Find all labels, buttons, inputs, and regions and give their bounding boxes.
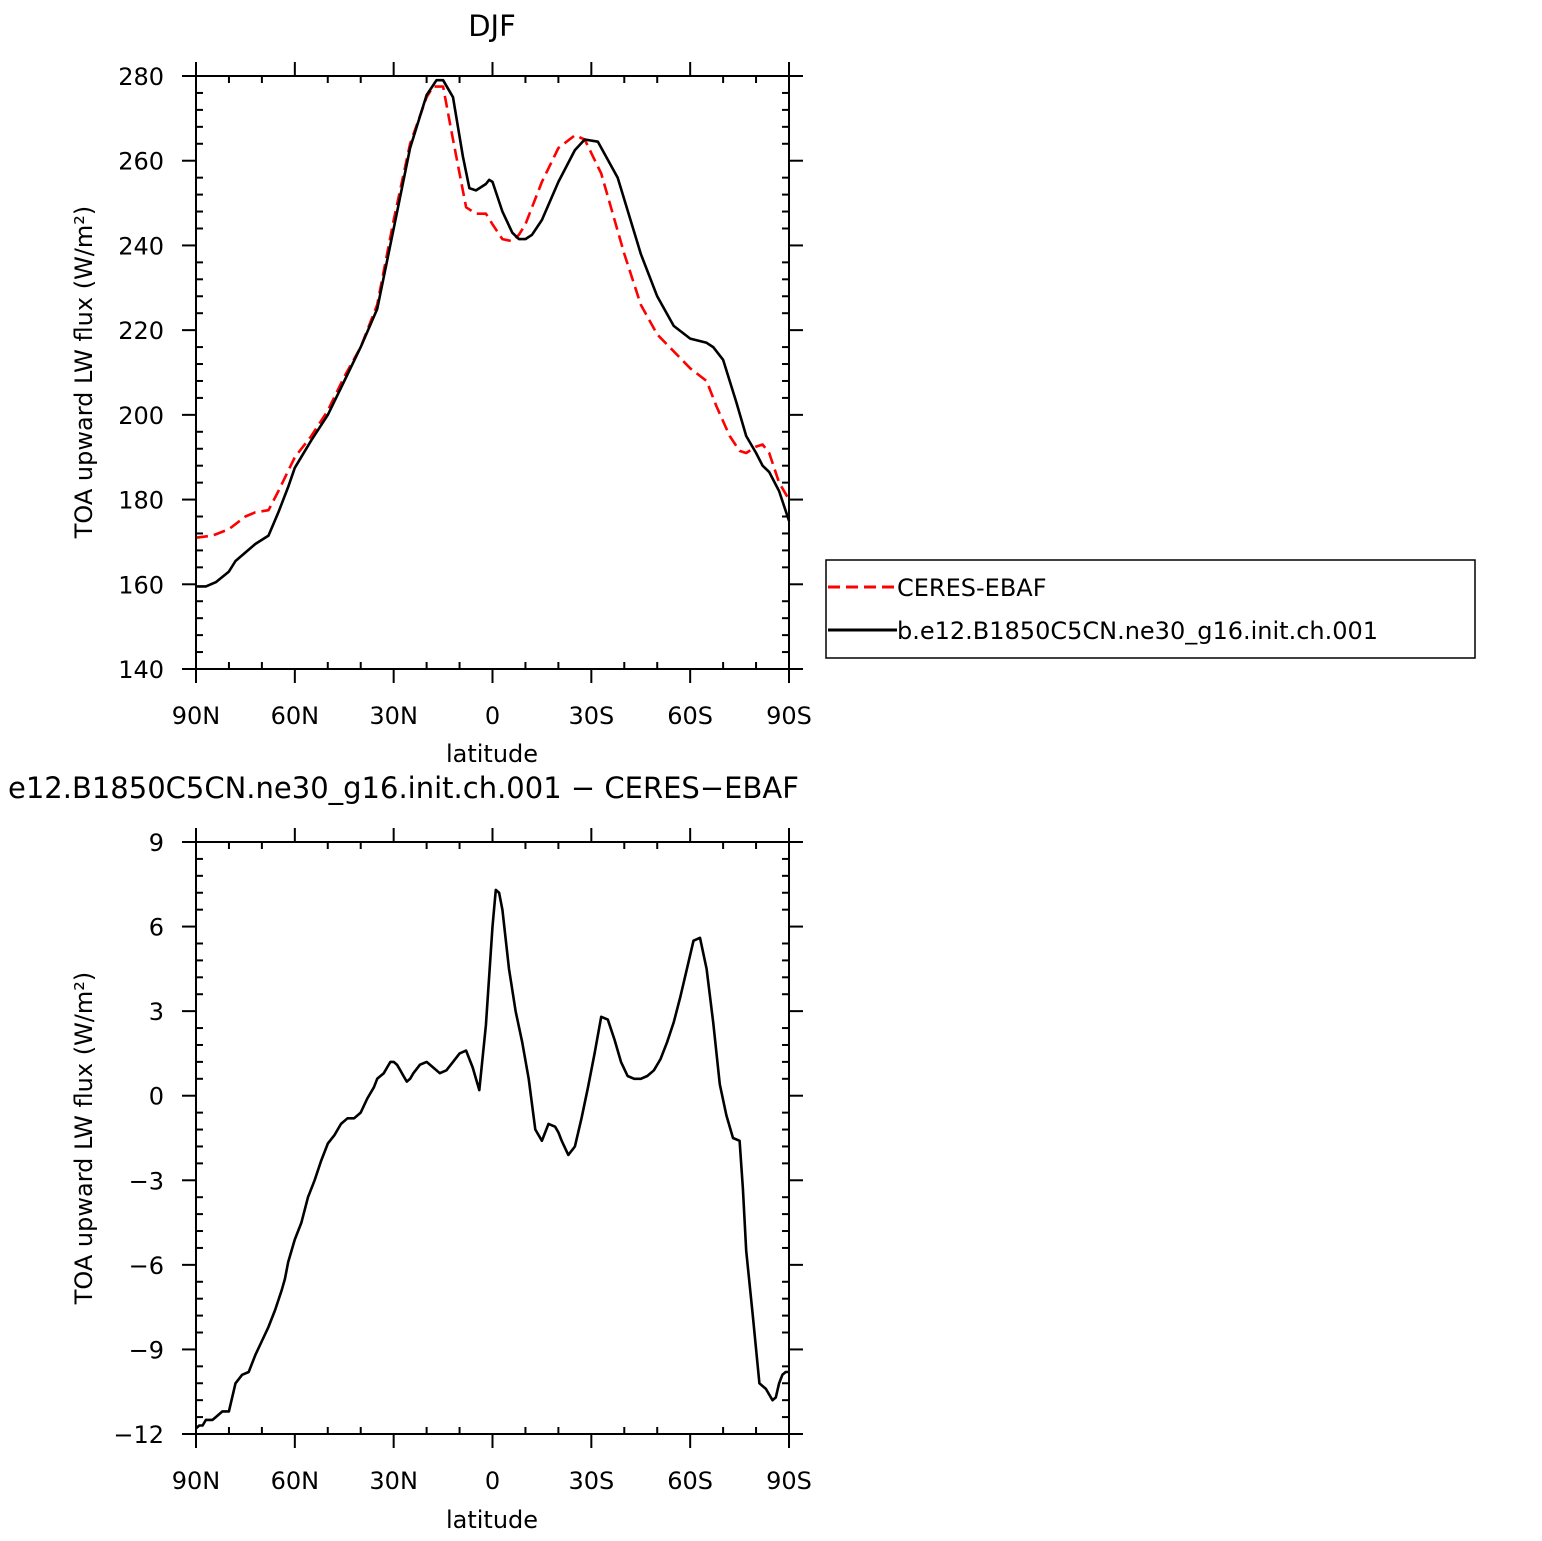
legend-label-model: b.e12.B1850C5CN.ne30_g16.init.ch.001 bbox=[897, 617, 1378, 645]
bottom-y-tick-label: 0 bbox=[149, 1083, 164, 1111]
top-y-tick-label: 200 bbox=[118, 402, 164, 430]
top-y-tick-label: 240 bbox=[118, 232, 164, 260]
bottom-x-tick-label: 30N bbox=[369, 1467, 418, 1495]
bottom-x-axis-label: latitude bbox=[446, 1506, 538, 1534]
bottom-x-tick-label: 60S bbox=[667, 1467, 713, 1495]
top-y-tick-label: 160 bbox=[118, 571, 164, 599]
legend-box bbox=[825, 559, 1476, 659]
bottom-x-tick-label: 90S bbox=[766, 1467, 812, 1495]
legend: CERES-EBAF b.e12.B1850C5CN.ne30_g16.init… bbox=[825, 559, 1476, 659]
top-axes: 140 160 180 200 220 240 260 280 90N 60N 30N 0 30S 60S… bbox=[118, 62, 812, 730]
legend-label-ceres: CERES-EBAF bbox=[897, 574, 1047, 602]
bottom-y-tick-label: 9 bbox=[149, 829, 164, 857]
bottom-y-tick-label: −12 bbox=[113, 1421, 164, 1449]
top-y-axis-label: TOA upward LW flux (W/m²) bbox=[70, 206, 98, 540]
top-plot-frame bbox=[195, 75, 790, 670]
top-x-tick-label: 30S bbox=[568, 702, 614, 730]
top-y-tick-label: 220 bbox=[118, 317, 164, 345]
top-series-line-0 bbox=[195, 85, 791, 539]
top-y-tick-label: 260 bbox=[118, 148, 164, 176]
bottom-y-tick-label: −9 bbox=[129, 1336, 164, 1364]
bottom-x-tick-label: 60N bbox=[271, 1467, 320, 1495]
top-series-group bbox=[195, 78, 791, 588]
bottom-y-tick-label: 3 bbox=[149, 998, 164, 1026]
top-chart-title: DJF bbox=[468, 9, 516, 43]
top-x-tick-label: 60S bbox=[667, 702, 713, 730]
bottom-x-tick-label: 30S bbox=[568, 1467, 614, 1495]
bottom-plot-frame bbox=[195, 841, 790, 1435]
bottom-series-line-0 bbox=[195, 888, 789, 1430]
top-x-axis-label: latitude bbox=[446, 740, 538, 768]
bottom-x-tick-label: 90N bbox=[172, 1467, 221, 1495]
top-panel: DJF 140 160 180 200 220 240 260 280 90N 60N 30N 0 30… bbox=[70, 9, 812, 768]
bottom-series-group bbox=[195, 888, 789, 1430]
top-y-tick-label: 140 bbox=[118, 656, 164, 684]
bottom-y-tick-label: −3 bbox=[129, 1167, 164, 1195]
top-x-tick-label: 30N bbox=[369, 702, 418, 730]
bottom-axes: −12 −9 −6 −3 0 3 6 9 90N 60N 30N 0 30S 60S 90S bbox=[113, 828, 812, 1495]
top-x-tick-label: 90S bbox=[766, 702, 812, 730]
top-series-line-1 bbox=[196, 78, 791, 588]
bottom-chart-title: e12.B1850C5CN.ne30_g16.init.ch.001 − CER… bbox=[8, 771, 799, 805]
top-x-tick-label: 60N bbox=[271, 702, 320, 730]
bottom-y-tick-label: −6 bbox=[129, 1252, 164, 1280]
bottom-panel: e12.B1850C5CN.ne30_g16.init.ch.001 − CER… bbox=[8, 771, 812, 1534]
top-y-tick-label: 280 bbox=[118, 63, 164, 91]
bottom-y-tick-label: 6 bbox=[149, 914, 164, 942]
bottom-y-axis-label: TOA upward LW flux (W/m²) bbox=[70, 972, 98, 1306]
bottom-x-tick-label: 0 bbox=[485, 1467, 500, 1495]
top-y-tick-label: 180 bbox=[118, 487, 164, 515]
top-x-tick-label: 0 bbox=[485, 702, 500, 730]
top-x-tick-label: 90N bbox=[172, 702, 221, 730]
